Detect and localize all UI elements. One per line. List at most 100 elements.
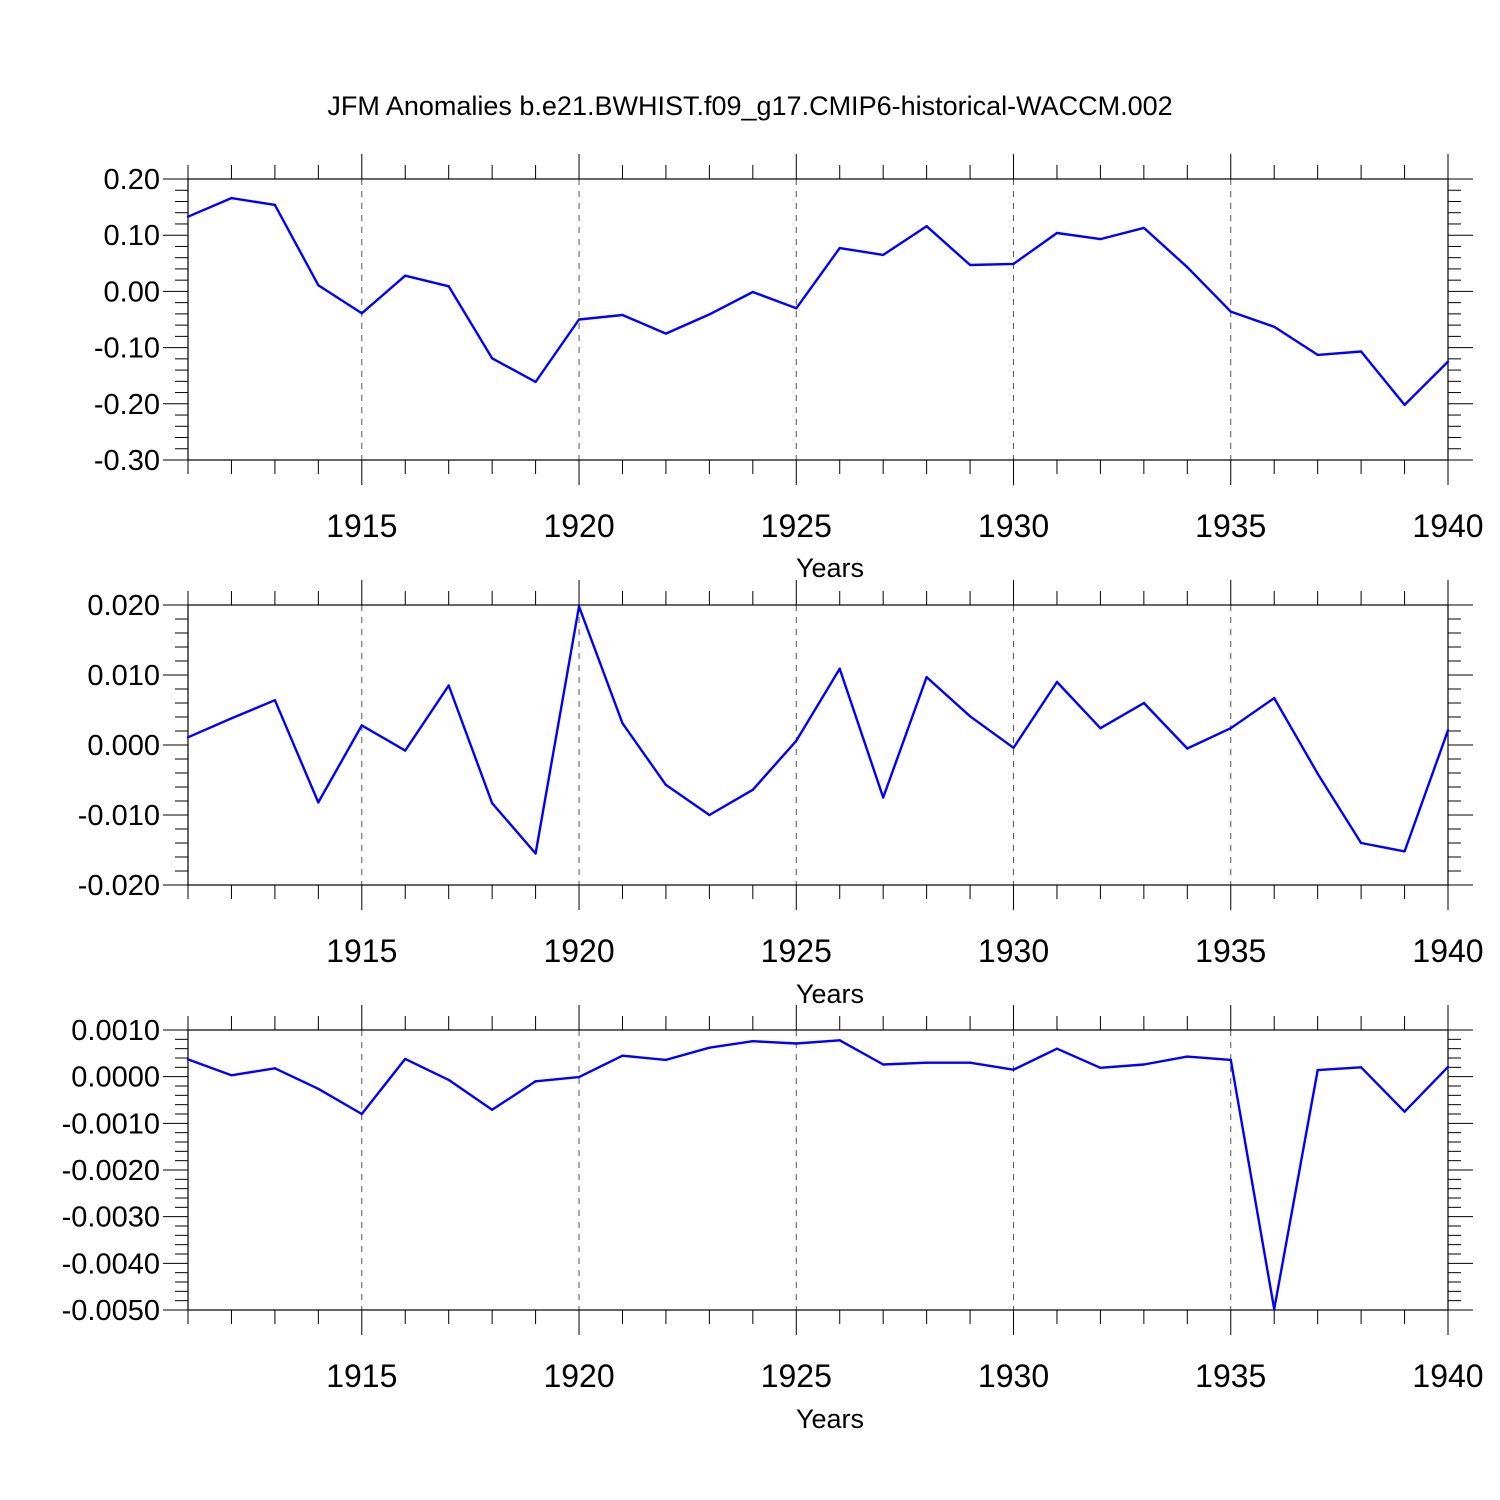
- y-axis-label: Sib Ice Volume 1013 m3: [16, 188, 46, 452]
- y-axis-label-unit: m: [16, 1067, 46, 1096]
- y-axis-label-text: Sib Ice Area 10: [16, 1096, 46, 1272]
- data-point: [577, 1075, 581, 1079]
- data-point: [577, 318, 581, 321]
- data-point: [360, 724, 363, 727]
- y-tick-label: 0.00: [104, 276, 160, 308]
- data-point: [404, 1057, 407, 1061]
- data-point: [273, 203, 277, 207]
- data-point: [404, 274, 407, 277]
- y-tick-label: 0.000: [87, 730, 160, 762]
- data-point: [360, 1112, 363, 1116]
- data-point: [1142, 226, 1146, 230]
- data-point: [751, 1040, 755, 1043]
- data-point: [490, 801, 494, 805]
- y-tick-label: -0.20: [94, 389, 160, 421]
- plot-frame: [187, 1029, 1449, 1311]
- data-point: [1446, 729, 1450, 732]
- data-point: [838, 246, 841, 250]
- data-point: [751, 290, 755, 294]
- plot-frame: [187, 604, 1449, 886]
- data-point: [881, 253, 885, 257]
- data-point: [925, 1061, 928, 1064]
- y-axis-label-exponent: 13: [19, 635, 36, 652]
- data-point: [1403, 1110, 1406, 1113]
- data-point: [1186, 747, 1189, 750]
- y-axis-label-unit: m: [16, 606, 46, 635]
- data-point: [664, 1058, 668, 1062]
- data-point: [534, 852, 537, 855]
- data-point: [708, 313, 711, 316]
- data-point: [1273, 696, 1276, 700]
- data-point: [1229, 727, 1232, 730]
- data-point: [490, 1108, 494, 1112]
- y-tick-label: -0.0050: [62, 1295, 160, 1327]
- data-point: [1012, 262, 1015, 266]
- x-axis-label: Years: [796, 553, 864, 583]
- data-point: [795, 739, 798, 742]
- data-point: [1446, 1065, 1450, 1069]
- data-point: [1055, 680, 1059, 684]
- data-point: [664, 332, 668, 335]
- x-tick-label: 1935: [1195, 508, 1266, 544]
- x-tick-label: 1920: [543, 933, 614, 969]
- data-point: [1446, 360, 1450, 363]
- x-tick-label: 1930: [978, 933, 1049, 969]
- panel-3: 0.0010 0.0000 -0.0010 -0.0020 -0.0030 -0.0040…: [16, 1005, 1484, 1434]
- data-point: [230, 717, 233, 720]
- y-tick-label: -0.30: [94, 445, 160, 477]
- data-point: [708, 813, 711, 817]
- data-point: [317, 801, 320, 804]
- x-tick-label: 1940: [1412, 933, 1483, 969]
- data-point: [577, 605, 581, 608]
- x-tick-label: 1920: [543, 1358, 614, 1394]
- y-axis-label-unit: m: [16, 197, 46, 226]
- data-point: [925, 675, 928, 679]
- data-point: [708, 1046, 711, 1049]
- x-tick-label: 1915: [326, 933, 397, 969]
- data-point: [447, 285, 450, 288]
- data-point: [1403, 403, 1406, 407]
- data-point: [534, 380, 537, 384]
- data-point: [230, 196, 233, 200]
- data-point: [186, 215, 190, 218]
- data-point: [968, 715, 972, 718]
- data-point: [273, 699, 277, 702]
- y-tick-label: -0.0020: [62, 1155, 160, 1187]
- data-point: [317, 284, 320, 287]
- x-tick-label: 1935: [1195, 933, 1266, 969]
- y-tick-label: -0.0010: [62, 1108, 160, 1140]
- data-point: [1273, 325, 1276, 329]
- panel-1: 0.20 0.10 0.00 -0.10 -0.20 -0.30 1915 1920 1925 1…: [16, 154, 1484, 583]
- data-point: [881, 1063, 885, 1066]
- data-point: [1012, 746, 1015, 749]
- x-tick-label: 1930: [978, 1358, 1049, 1394]
- data-point: [881, 796, 885, 799]
- y-tick-label: -0.0040: [62, 1248, 160, 1280]
- data-point: [925, 225, 928, 228]
- data-point: [621, 722, 624, 725]
- data-point: [838, 1039, 841, 1042]
- y-axis-label-unit-exponent: 3: [19, 188, 36, 196]
- data-point: [1099, 1066, 1102, 1070]
- data-point: [1359, 841, 1363, 845]
- x-tick-label: 1915: [326, 1358, 397, 1394]
- data-point: [1229, 1058, 1232, 1062]
- data-point: [186, 736, 190, 739]
- data-point: [795, 307, 798, 310]
- data-point: [1012, 1068, 1015, 1071]
- y-tick-label: 0.0010: [71, 1015, 160, 1047]
- data-point: [1316, 1068, 1319, 1072]
- data-point: [1316, 772, 1319, 775]
- y-axis-label-unit-exponent: 3: [19, 598, 36, 606]
- y-axis-label: Sib Ice Area 10 m: [16, 1067, 46, 1272]
- data-point: [404, 749, 407, 752]
- y-tick-label: 0.10: [104, 220, 160, 252]
- data-point: [968, 263, 972, 267]
- data-point: [751, 788, 755, 791]
- data-point: [1403, 850, 1406, 853]
- series-line: [187, 605, 1450, 855]
- y-tick-label: 0.20: [104, 164, 160, 196]
- data-point: [317, 1087, 320, 1091]
- y-axis-label-exponent: 13: [19, 225, 36, 242]
